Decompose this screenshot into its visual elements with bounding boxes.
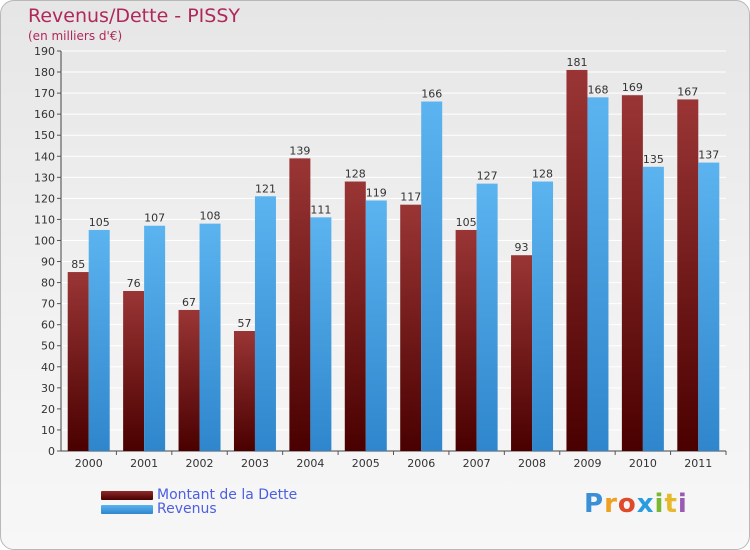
bar-debt [233, 331, 255, 451]
data-label-debt: 169 [622, 81, 643, 94]
x-tick-label: 2009 [573, 457, 601, 470]
x-tick-label: 2011 [684, 457, 712, 470]
data-label-revenue: 105 [89, 216, 110, 229]
legend-debt: Montant de la Dette [101, 487, 298, 503]
y-tick-label: 20 [41, 403, 55, 416]
y-tick-label: 170 [34, 87, 55, 100]
bar-revenue [532, 181, 554, 452]
y-tick-label: 140 [34, 150, 55, 163]
y-tick-label: 50 [41, 340, 55, 353]
y-tick-label: 70 [41, 298, 55, 311]
bar-debt [455, 229, 477, 451]
data-label-debt: 76 [127, 277, 141, 290]
data-label-debt: 167 [677, 85, 698, 98]
y-tick-label: 100 [34, 234, 55, 247]
y-tick-label: 80 [41, 277, 55, 290]
data-label-revenue: 119 [366, 186, 387, 199]
legend-debt-swatch [101, 490, 153, 500]
bar-debt [621, 95, 643, 452]
x-tick-label: 2010 [629, 457, 657, 470]
bar-debt [67, 272, 89, 451]
x-tick-label: 2002 [186, 457, 214, 470]
legend-revenue-label: Revenus [157, 501, 217, 517]
y-tick-label: 10 [41, 424, 55, 437]
data-label-revenue: 121 [255, 182, 276, 195]
y-tick-label: 160 [34, 108, 55, 121]
data-label-revenue: 127 [477, 170, 498, 183]
y-tick-label: 90 [41, 256, 55, 269]
proxiti-logo: Proxiti [584, 489, 688, 519]
y-tick-label: 150 [34, 129, 55, 142]
data-label-debt: 57 [237, 317, 251, 330]
data-label-debt: 67 [182, 296, 196, 309]
x-tick-label: 2006 [407, 457, 435, 470]
chart-title: Revenus/Dette - PISSY [28, 5, 240, 27]
x-tick-label: 2004 [296, 457, 324, 470]
data-label-debt: 139 [289, 144, 310, 157]
x-tick-label: 2001 [130, 457, 158, 470]
data-label-revenue: 108 [200, 210, 221, 223]
legend-revenue: Revenus [101, 501, 217, 517]
x-tick-label: 2008 [518, 457, 546, 470]
data-label-revenue: 166 [421, 88, 442, 101]
y-tick-label: 110 [34, 213, 55, 226]
bar-debt [400, 204, 422, 451]
bar-revenue [587, 97, 609, 451]
chart-subtitle: (en milliers d'€) [28, 29, 123, 43]
data-label-debt: 105 [456, 216, 477, 229]
data-label-revenue: 128 [532, 168, 553, 181]
legend-revenue-swatch [101, 504, 153, 514]
bar-revenue [365, 200, 387, 451]
bar-debt [289, 158, 311, 452]
data-label-revenue: 111 [310, 203, 331, 216]
y-tick-label: 30 [41, 382, 55, 395]
x-tick-label: 2003 [241, 457, 269, 470]
bar-revenue [310, 217, 332, 451]
bar-debt [677, 99, 699, 451]
data-label-debt: 128 [345, 168, 366, 181]
bar-revenue [88, 229, 110, 451]
data-label-revenue: 137 [698, 149, 719, 162]
data-label-debt: 93 [515, 241, 529, 254]
bar-revenue [476, 183, 498, 451]
data-label-revenue: 107 [144, 212, 165, 225]
bar-debt [178, 309, 200, 451]
data-label-debt: 85 [71, 258, 85, 271]
y-tick-label: 180 [34, 66, 55, 79]
bar-revenue [642, 166, 664, 451]
y-tick-label: 130 [34, 171, 55, 184]
y-tick-label: 40 [41, 361, 55, 374]
x-tick-label: 2000 [75, 457, 103, 470]
data-label-revenue: 168 [587, 83, 608, 96]
y-tick-label: 190 [34, 45, 55, 58]
bar-debt [511, 255, 533, 451]
bar-debt [344, 181, 366, 452]
data-label-debt: 181 [566, 56, 587, 69]
bar-debt [123, 291, 145, 451]
bar-revenue [254, 196, 276, 451]
bar-debt [566, 69, 588, 452]
bar-revenue [421, 101, 443, 452]
data-label-revenue: 135 [643, 153, 664, 166]
bar-revenue [698, 162, 720, 451]
y-tick-label: 60 [41, 319, 55, 332]
legend-debt-label: Montant de la Dette [157, 487, 298, 503]
data-label-debt: 117 [400, 191, 421, 204]
y-tick-label: 0 [48, 445, 55, 458]
bar-revenue [144, 225, 166, 451]
x-tick-label: 2005 [352, 457, 380, 470]
x-tick-label: 2007 [463, 457, 491, 470]
bar-revenue [199, 223, 221, 451]
y-tick-label: 120 [34, 192, 55, 205]
